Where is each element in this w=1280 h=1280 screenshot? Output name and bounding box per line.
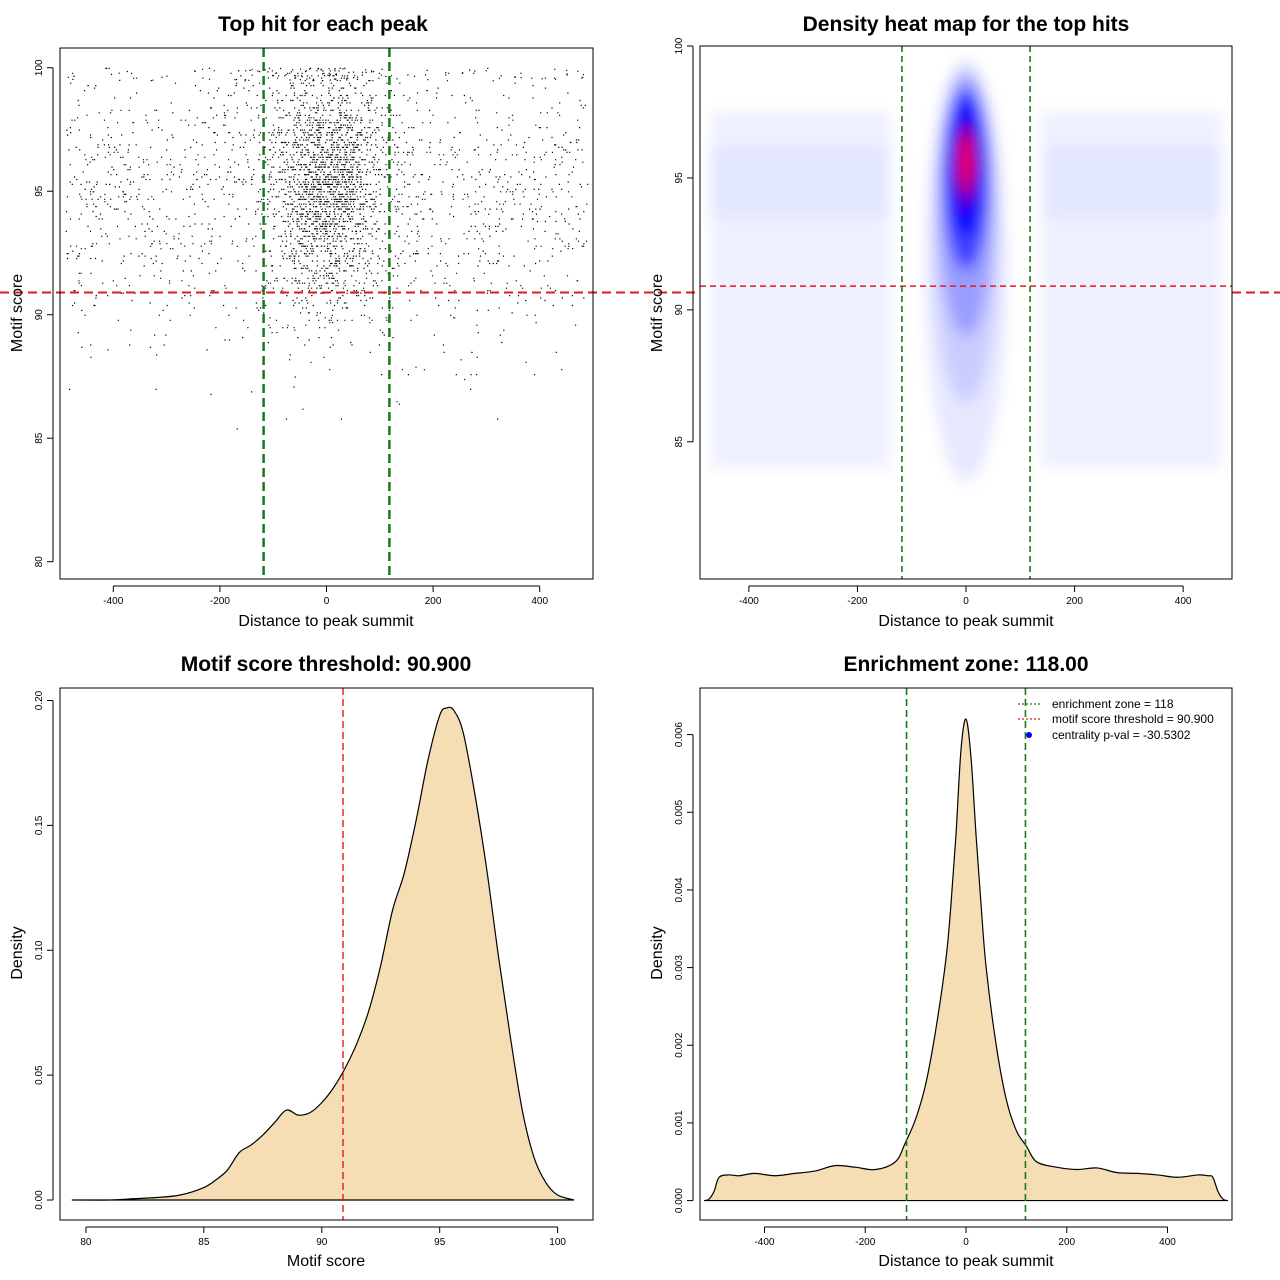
x-tick-label: -400 <box>739 596 759 607</box>
y-tick-label: 0.15 <box>34 815 45 835</box>
panel-heatmap: Density heat map for the top hits -400 -2… <box>649 13 1233 630</box>
x-tick-label: 85 <box>198 1237 210 1248</box>
x-tick-label: 95 <box>434 1237 446 1248</box>
x-tick-label: -400 <box>754 1237 774 1248</box>
legend: enrichment zone = 118 motif score thresh… <box>1018 697 1214 742</box>
y-tick-label: 90 <box>34 309 45 321</box>
y-tick-label: 0.003 <box>674 955 685 980</box>
density-area <box>71 706 575 1201</box>
y-tick-label: 0.20 <box>34 690 45 710</box>
x-axis-label: Distance to peak summit <box>238 613 414 630</box>
x-tick-label: 0 <box>963 596 969 607</box>
x-tick-label: 80 <box>80 1237 92 1248</box>
x-axis: 80 85 90 95 100 <box>80 1226 566 1248</box>
chart-title: Motif score threshold: 90.900 <box>181 653 472 676</box>
chart-title: Enrichment zone: 118.00 <box>843 653 1088 676</box>
scatter-points <box>65 67 589 430</box>
y-tick-label: 95 <box>34 185 45 197</box>
plot-frame <box>699 45 1233 580</box>
density-area <box>703 718 1229 1202</box>
x-tick-label: 400 <box>1175 596 1192 607</box>
y-tick-label: 90 <box>674 304 685 316</box>
x-tick-label: 400 <box>1159 1237 1176 1248</box>
y-axis-label: Density <box>9 926 26 979</box>
y-tick-label: 85 <box>34 432 45 444</box>
y-axis-label: Density <box>649 926 666 979</box>
y-tick-label: 0.10 <box>34 940 45 960</box>
legend-entry: enrichment zone = 118 <box>1052 697 1174 711</box>
y-axis: 80 85 90 95 100 <box>34 59 54 568</box>
y-tick-label: 0.00 <box>34 1190 45 1210</box>
legend-entry: centrality p-val = -30.5302 <box>1052 728 1191 742</box>
y-tick-label: 80 <box>34 556 45 568</box>
x-tick-label: 0 <box>324 596 330 607</box>
y-tick-label: 0.005 <box>674 799 685 824</box>
y-tick-label: 0.001 <box>674 1110 685 1135</box>
panel-distance-density: Enrichment zone: 118.00 -400 -200 0 200 400 … <box>649 653 1233 1270</box>
y-tick-label: 100 <box>674 37 685 54</box>
y-axis: 85 90 95 100 <box>674 37 694 448</box>
chart-title: Density heat map for the top hits <box>803 13 1130 36</box>
panel-score-density: Motif score threshold: 90.900 80 85 90 95 10… <box>9 653 594 1270</box>
y-tick-label: 0.002 <box>674 1032 685 1057</box>
x-tick-label: 200 <box>425 596 442 607</box>
plot-frame <box>59 687 594 1221</box>
x-axis-label: Motif score <box>287 1253 365 1270</box>
x-tick-label: 400 <box>531 596 548 607</box>
y-tick-label: 0.006 <box>674 722 685 747</box>
y-tick-label: 0.004 <box>674 877 685 902</box>
legend-entry: motif score threshold = 90.900 <box>1052 712 1214 726</box>
y-tick-label: 0.05 <box>34 1065 45 1085</box>
x-tick-label: 90 <box>316 1237 328 1248</box>
density-band <box>1042 146 1108 218</box>
y-tick-label: 0.000 <box>674 1188 685 1213</box>
y-axis: 0.000 0.001 0.002 0.003 0.004 0.005 0.006 <box>674 722 694 1213</box>
x-tick-label: 0 <box>963 1237 969 1248</box>
scatter-point-cloud <box>65 67 589 430</box>
x-axis: -400 -200 0 200 400 <box>739 585 1192 607</box>
legend-swatch-pval <box>1026 732 1032 738</box>
x-axis: -400 -200 0 200 400 <box>103 585 548 607</box>
plot-frame <box>59 47 594 580</box>
chart-title: Top hit for each peak <box>218 13 428 36</box>
x-axis-label: Distance to peak summit <box>878 1253 1054 1270</box>
density-band <box>710 146 825 218</box>
plot-frame <box>699 687 1233 1221</box>
y-axis-label: Motif score <box>649 274 666 352</box>
y-tick-label: 100 <box>34 59 45 76</box>
x-tick-label: -400 <box>103 596 123 607</box>
x-tick-label: 200 <box>1058 1237 1075 1248</box>
density-band <box>824 146 890 218</box>
x-axis: -400 -200 0 200 400 <box>754 1226 1176 1248</box>
density-band <box>1107 146 1222 218</box>
x-tick-label: 100 <box>549 1237 566 1248</box>
x-tick-label: -200 <box>855 1237 875 1248</box>
x-tick-label: -200 <box>847 596 867 607</box>
panel-scatter: Top hit for each peak -400 -200 0 200 400 80… <box>0 13 1280 630</box>
y-axis-label: Motif score <box>9 274 26 352</box>
y-axis: 0.00 0.05 0.10 0.15 0.20 <box>34 690 54 1210</box>
x-axis-label: Distance to peak summit <box>878 613 1054 630</box>
density-field <box>710 59 1222 482</box>
x-tick-label: -200 <box>210 596 230 607</box>
y-tick-label: 85 <box>674 436 685 448</box>
x-tick-label: 200 <box>1066 596 1083 607</box>
y-tick-label: 95 <box>674 172 685 184</box>
density-contour <box>961 140 971 181</box>
